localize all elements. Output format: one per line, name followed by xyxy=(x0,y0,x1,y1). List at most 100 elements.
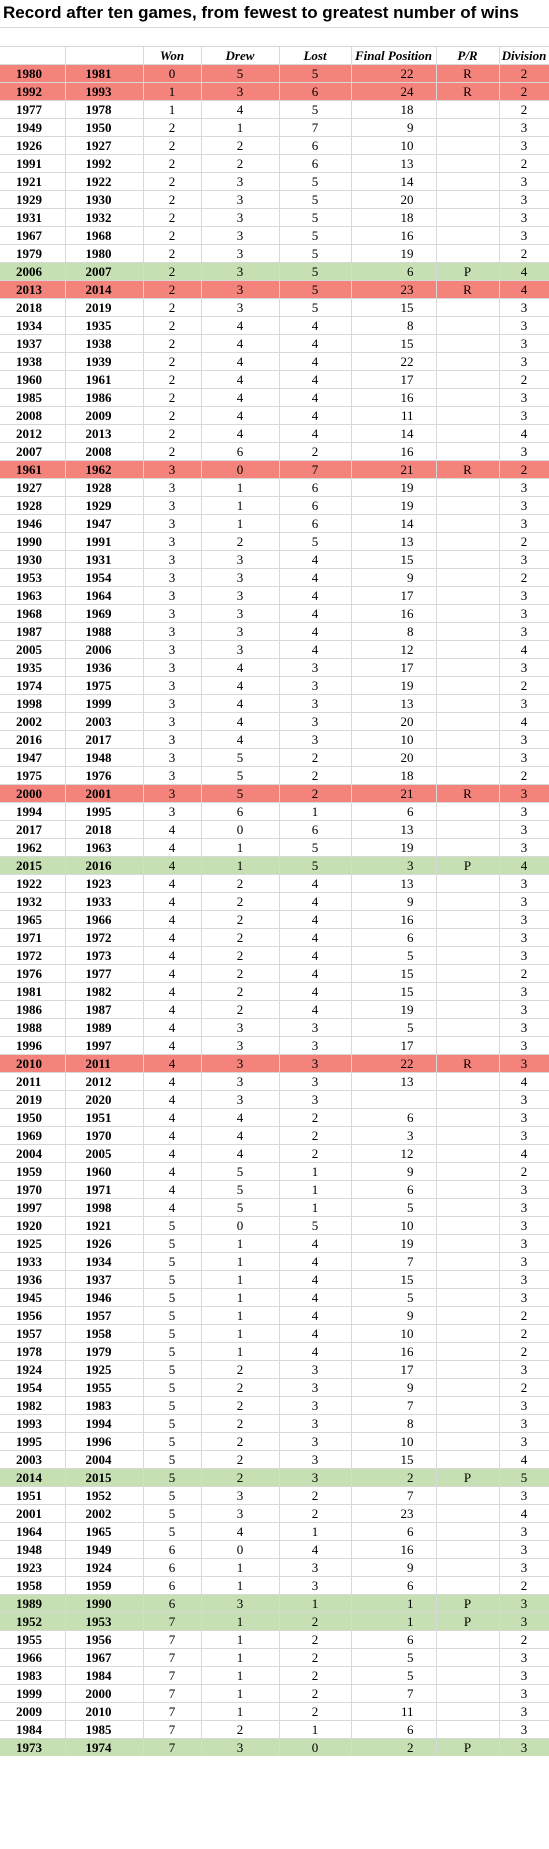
season-start-cell: 1971 xyxy=(0,928,66,947)
final-position-cell: 7 xyxy=(351,1252,437,1271)
season-end-cell: 1988 xyxy=(65,622,144,641)
lost-cell: 6 xyxy=(279,82,352,101)
drew-cell: 2 xyxy=(201,1000,280,1019)
table-row: 1971 1972 4 2 4 6 3 xyxy=(0,928,549,947)
season-end-cell: 2008 xyxy=(65,442,144,461)
table-row: 1973 1974 7 3 0 2 P 3 xyxy=(0,1738,549,1756)
won-cell: 2 xyxy=(143,262,202,281)
won-cell: 4 xyxy=(143,1126,202,1145)
won-cell: 5 xyxy=(143,1234,202,1253)
division-cell: 3 xyxy=(499,316,549,335)
season-end-cell: 1921 xyxy=(65,1216,144,1235)
table-row: 1959 1960 4 5 1 9 2 xyxy=(0,1162,549,1181)
pr-cell xyxy=(436,1270,500,1289)
lost-cell: 6 xyxy=(279,136,352,155)
drew-cell: 3 xyxy=(201,208,280,227)
lost-cell: 4 xyxy=(279,1342,352,1361)
season-end-cell: 1972 xyxy=(65,928,144,947)
final-position-cell: 17 xyxy=(351,370,437,389)
table-row: 1965 1966 4 2 4 16 3 xyxy=(0,910,549,929)
final-position-cell: 2 xyxy=(351,1468,437,1487)
drew-cell: 1 xyxy=(201,1666,280,1685)
table-row: 1933 1934 5 1 4 7 3 xyxy=(0,1252,549,1271)
drew-cell: 3 xyxy=(201,604,280,623)
drew-cell: 5 xyxy=(201,766,280,785)
season-end-cell: 1930 xyxy=(65,190,144,209)
season-start-cell: 1964 xyxy=(0,1522,66,1541)
pr-cell xyxy=(436,820,500,839)
drew-cell: 4 xyxy=(201,676,280,695)
drew-cell: 4 xyxy=(201,1108,280,1127)
table-row: 1967 1968 2 3 5 16 3 xyxy=(0,226,549,245)
season-start-cell: 1925 xyxy=(0,1234,66,1253)
table-row: 1962 1963 4 1 5 19 3 xyxy=(0,838,549,857)
table-row: 1964 1965 5 4 1 6 3 xyxy=(0,1522,549,1541)
season-end-cell: 1926 xyxy=(65,1234,144,1253)
lost-cell: 5 xyxy=(279,532,352,551)
pr-cell xyxy=(436,496,500,515)
won-cell: 7 xyxy=(143,1630,202,1649)
pr-cell xyxy=(436,1018,500,1037)
lost-cell: 4 xyxy=(279,568,352,587)
division-cell: 3 xyxy=(499,982,549,1001)
season-end-cell: 1961 xyxy=(65,370,144,389)
pr-cell xyxy=(436,658,500,677)
pr-cell xyxy=(436,1036,500,1055)
drew-cell: 5 xyxy=(201,1180,280,1199)
lost-cell: 2 xyxy=(279,1648,352,1667)
pr-cell xyxy=(436,1450,500,1469)
season-end-cell: 1987 xyxy=(65,1000,144,1019)
division-cell: 3 xyxy=(499,838,549,857)
division-cell: 3 xyxy=(499,478,549,497)
season-start-cell: 1974 xyxy=(0,676,66,695)
division-cell: 3 xyxy=(499,1360,549,1379)
division-cell: 3 xyxy=(499,1648,549,1667)
won-cell: 5 xyxy=(143,1450,202,1469)
final-position-cell xyxy=(351,1090,437,1109)
lost-cell: 2 xyxy=(279,1126,352,1145)
sheet-title: Record after ten games, from fewest to g… xyxy=(3,3,519,22)
season-start-cell: 1973 xyxy=(0,1738,66,1756)
table-row: 1921 1922 2 3 5 14 3 xyxy=(0,172,549,191)
final-position-cell: 20 xyxy=(351,712,437,731)
lost-cell: 5 xyxy=(279,226,352,245)
won-cell: 5 xyxy=(143,1306,202,1325)
lost-cell: 4 xyxy=(279,586,352,605)
lost-cell: 3 xyxy=(279,1414,352,1433)
pr-cell xyxy=(436,1396,500,1415)
season-end-cell: 1955 xyxy=(65,1378,144,1397)
season-start-cell: 1999 xyxy=(0,1684,66,1703)
season-start-cell: 1970 xyxy=(0,1180,66,1199)
season-end-cell: 1951 xyxy=(65,1108,144,1127)
table-row: 1926 1927 2 2 6 10 3 xyxy=(0,136,549,155)
pr-cell: R xyxy=(436,784,500,803)
season-start-cell: 1935 xyxy=(0,658,66,677)
lost-cell: 6 xyxy=(279,514,352,533)
won-cell: 4 xyxy=(143,1090,202,1109)
division-cell: 2 xyxy=(499,1306,549,1325)
division-cell: 4 xyxy=(499,1144,549,1163)
lost-cell: 4 xyxy=(279,1234,352,1253)
season-start-cell: 1949 xyxy=(0,118,66,137)
pr-cell xyxy=(436,928,500,947)
lost-cell: 3 xyxy=(279,1558,352,1577)
season-end-cell: 1994 xyxy=(65,1414,144,1433)
season-end-cell: 1949 xyxy=(65,1540,144,1559)
drew-cell: 1 xyxy=(201,1270,280,1289)
season-start-cell: 1969 xyxy=(0,1126,66,1145)
won-cell: 5 xyxy=(143,1252,202,1271)
won-cell: 5 xyxy=(143,1504,202,1523)
lost-cell: 1 xyxy=(279,1180,352,1199)
drew-cell: 4 xyxy=(201,424,280,443)
final-position-cell: 15 xyxy=(351,1270,437,1289)
lost-cell: 5 xyxy=(279,262,352,281)
season-start-cell: 1966 xyxy=(0,1648,66,1667)
table-row: 1956 1957 5 1 4 9 2 xyxy=(0,1306,549,1325)
final-position-cell: 13 xyxy=(351,1072,437,1091)
final-position-cell: 9 xyxy=(351,568,437,587)
season-end-cell: 1973 xyxy=(65,946,144,965)
drew-cell: 2 xyxy=(201,910,280,929)
lost-cell: 5 xyxy=(279,856,352,875)
won-cell: 2 xyxy=(143,316,202,335)
final-position-cell: 12 xyxy=(351,1144,437,1163)
